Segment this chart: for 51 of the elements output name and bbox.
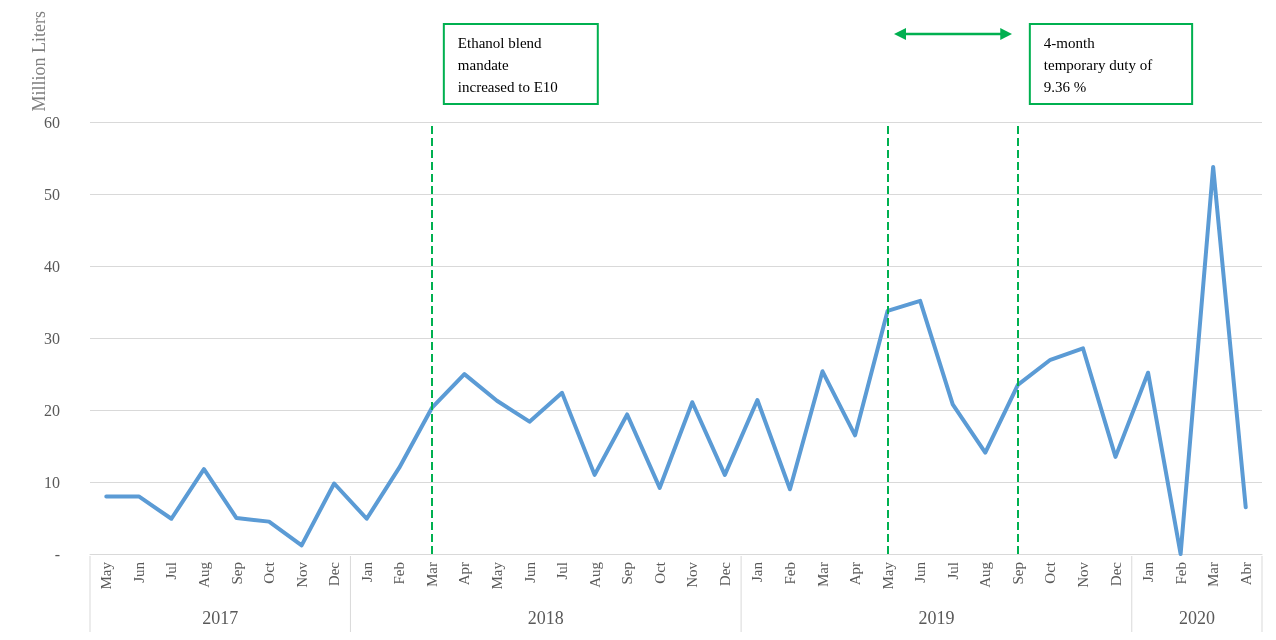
x-tick-label: May: [879, 561, 896, 590]
x-tick-label: Aug: [195, 561, 212, 588]
x-tick-label: Oct: [1042, 561, 1059, 584]
x-tick-label: Aug: [586, 561, 603, 588]
text: 2018: [527, 608, 564, 628]
x-tick-label: Jul: [944, 562, 961, 580]
x-tick-label: Jan: [749, 561, 766, 582]
text: 2017: [202, 608, 239, 628]
x-tick-label: Dec: [716, 561, 733, 587]
line-series: [104, 164, 1248, 556]
x-tick-label: Jul: [554, 562, 571, 580]
text: 2019: [918, 608, 955, 628]
x-tick-label: Jan: [358, 561, 375, 582]
x-tick-label: Mar: [814, 562, 831, 587]
x-tick-label: Mar: [1205, 562, 1222, 587]
x-tick-label: Oct: [261, 561, 278, 584]
y-axis-title: Million Liters: [29, 11, 50, 112]
x-tick-label: Dec: [326, 561, 343, 587]
x-tick-label: Sep: [1009, 562, 1026, 585]
x-tick-label: Mar: [423, 562, 440, 587]
x-tick-label: Jan: [1140, 561, 1157, 582]
y-tick-label: 60: [44, 113, 60, 131]
text: 2020: [1178, 608, 1215, 628]
y-tick-label: 50: [44, 185, 60, 203]
x-tick-label: Apr: [456, 562, 473, 586]
x-tick-label: Nov: [293, 561, 310, 588]
x-tick-label: Sep: [619, 562, 636, 585]
x-tick-label: May: [488, 561, 505, 590]
x-tick-label: Feb: [391, 562, 408, 585]
x-tick-label: Dec: [1107, 561, 1124, 587]
x-tick-label: Aug: [977, 561, 994, 588]
text: 4-month temporary duty of 9.36 %: [1043, 35, 1153, 95]
y-tick-label: 10: [44, 473, 60, 491]
x-tick-label: Jun: [130, 561, 147, 583]
text: Ethanol blend mandate increased to E10: [457, 35, 558, 95]
x-tick-label: Sep: [228, 562, 245, 585]
x-tick-label: May: [98, 561, 115, 590]
y-tick-label: 30: [44, 329, 60, 347]
x-tick-label: Jul: [163, 562, 180, 580]
x-tick-label: Jun: [912, 561, 929, 583]
y-tick-label: 20: [44, 401, 60, 419]
y-tick-label: 40: [44, 257, 60, 275]
x-tick-label: Nov: [684, 561, 701, 588]
x-tick-label: Feb: [1172, 562, 1189, 585]
x-tick-label: Nov: [1074, 561, 1091, 588]
x-tick-label: Jun: [521, 561, 538, 583]
y-tick-label: -: [54, 545, 60, 563]
x-tick-label: Oct: [651, 561, 668, 584]
x-tick-label: Abr: [1237, 562, 1254, 586]
x-tick-label: Feb: [781, 562, 798, 585]
x-tick-label: Apr: [847, 562, 864, 586]
